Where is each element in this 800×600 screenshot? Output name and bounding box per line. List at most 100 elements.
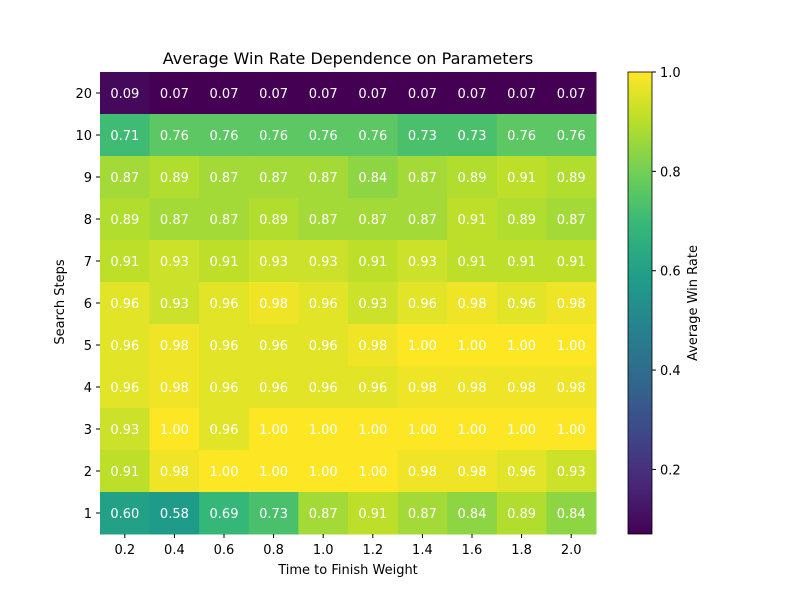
colorbar: 0.2 0.4 0.6 0.8 1.0 Average Win Rate xyxy=(627,66,701,535)
cell-value-label: 0.73 xyxy=(458,129,487,144)
colorbar-tick-label: 0.2 xyxy=(660,463,681,478)
heatmap-cell xyxy=(199,114,250,157)
heatmap-cell xyxy=(348,450,399,493)
cell-value-label: 0.91 xyxy=(110,465,139,480)
heatmap-cell xyxy=(397,366,448,409)
cell-value-label: 0.98 xyxy=(458,381,487,396)
y-tick-label: 3 xyxy=(84,423,92,438)
heatmap-cell xyxy=(100,324,151,367)
cell-value-label: 0.87 xyxy=(358,213,387,228)
cell-value-label: 0.89 xyxy=(110,213,139,228)
cell-value-label: 0.07 xyxy=(259,87,288,102)
cell-value-label: 1.00 xyxy=(160,423,189,438)
heatmap-cell xyxy=(199,450,250,493)
cell-value-label: 0.91 xyxy=(458,213,487,228)
heatmap-cell xyxy=(100,282,151,325)
heatmap-cell xyxy=(348,324,399,367)
x-tick-label: 0.6 xyxy=(214,543,235,558)
heatmap-cell xyxy=(447,324,498,367)
cell-value-label: 0.96 xyxy=(210,423,239,438)
y-tick-label: 1 xyxy=(84,507,92,522)
heatmap-cell xyxy=(248,114,299,157)
heatmap-cell xyxy=(546,492,597,535)
cell-value-label: 0.96 xyxy=(210,381,239,396)
heatmap-cell xyxy=(100,408,151,451)
cell-value-label: 1.00 xyxy=(408,423,437,438)
heatmap-cell xyxy=(546,282,597,325)
cell-value-label: 0.96 xyxy=(507,297,536,312)
heatmap-cell xyxy=(298,366,349,409)
cell-value-label: 0.07 xyxy=(210,87,239,102)
cell-value-label: 0.87 xyxy=(557,213,586,228)
heatmap-cell xyxy=(149,324,200,367)
cell-value-label: 1.00 xyxy=(507,423,536,438)
heatmap-cell xyxy=(149,114,200,157)
cell-value-label: 0.71 xyxy=(110,129,139,144)
y-tick-label: 20 xyxy=(75,87,92,102)
heatmap-cell xyxy=(348,114,399,157)
heatmap-cell xyxy=(496,198,547,241)
cell-value-label: 0.89 xyxy=(160,171,189,186)
cell-value-label: 0.93 xyxy=(259,255,288,270)
heatmap-cell xyxy=(397,324,448,367)
x-tick-label: 1.8 xyxy=(511,543,532,558)
heatmap-cell xyxy=(546,114,597,157)
heatmap-cell xyxy=(298,114,349,157)
heatmap-cell xyxy=(199,72,250,115)
heatmap-cell xyxy=(397,240,448,283)
y-axis-label: Search Steps xyxy=(53,259,68,344)
heatmap-cell xyxy=(298,324,349,367)
cell-value-label: 0.87 xyxy=(408,507,437,522)
heatmap-cell xyxy=(298,240,349,283)
heatmap-cell xyxy=(149,366,200,409)
heatmap-cell xyxy=(100,366,151,409)
heatmap-cells: 0.09 0.07 0.07 0.07 0.07 0.07 0.07 0.07 0.07 0.07… xyxy=(100,72,597,535)
cell-value-label: 0.89 xyxy=(557,171,586,186)
heatmap-cell xyxy=(100,450,151,493)
heatmap-cell xyxy=(397,408,448,451)
cell-value-label: 0.87 xyxy=(309,213,338,228)
colorbar-tick-label: 0.8 xyxy=(660,165,681,180)
heatmap-cell xyxy=(447,366,498,409)
x-tick-label: 1.0 xyxy=(313,543,334,558)
cell-value-label: 0.91 xyxy=(458,255,487,270)
cell-value-label: 0.93 xyxy=(110,423,139,438)
cell-value-label: 0.73 xyxy=(259,507,288,522)
cell-value-label: 0.96 xyxy=(408,297,437,312)
heatmap-cell xyxy=(199,492,250,535)
cell-value-label: 0.96 xyxy=(110,381,139,396)
heatmap-cell xyxy=(348,240,399,283)
cell-value-label: 0.93 xyxy=(160,255,189,270)
cell-value-label: 0.98 xyxy=(259,297,288,312)
cell-value-label: 0.93 xyxy=(309,255,338,270)
cell-value-label: 0.93 xyxy=(557,465,586,480)
y-tick-label: 4 xyxy=(84,381,92,396)
heatmap-cell xyxy=(496,72,547,115)
cell-value-label: 0.76 xyxy=(259,129,288,144)
heatmap-cell xyxy=(248,240,299,283)
cell-value-label: 0.87 xyxy=(210,213,239,228)
x-axis: 0.2 0.4 0.6 0.8 1.0 1.2 1.4 1.6 1.8 2.0 xyxy=(114,534,582,558)
y-axis: 20 10 9 8 7 6 5 4 3 2 1 xyxy=(75,87,100,522)
heatmap-cell xyxy=(397,114,448,157)
cell-value-label: 0.98 xyxy=(458,297,487,312)
heatmap-cell xyxy=(348,408,399,451)
x-tick-label: 1.4 xyxy=(412,543,433,558)
cell-value-label: 0.96 xyxy=(259,381,288,396)
cell-value-label: 0.76 xyxy=(160,129,189,144)
cell-value-label: 0.07 xyxy=(358,87,387,102)
heatmap-cell xyxy=(149,450,200,493)
heatmap-cell xyxy=(199,408,250,451)
cell-value-label: 0.98 xyxy=(160,465,189,480)
heatmap-cell xyxy=(447,408,498,451)
cell-value-label: 0.87 xyxy=(160,213,189,228)
cell-value-label: 0.91 xyxy=(557,255,586,270)
cell-value-label: 0.76 xyxy=(358,129,387,144)
cell-value-label: 0.89 xyxy=(458,171,487,186)
heatmap-cell xyxy=(496,240,547,283)
heatmap-cell xyxy=(199,198,250,241)
heatmap-cell xyxy=(199,324,250,367)
y-tick-label: 7 xyxy=(84,255,92,270)
heatmap-cell xyxy=(348,492,399,535)
heatmap-cell xyxy=(248,408,299,451)
